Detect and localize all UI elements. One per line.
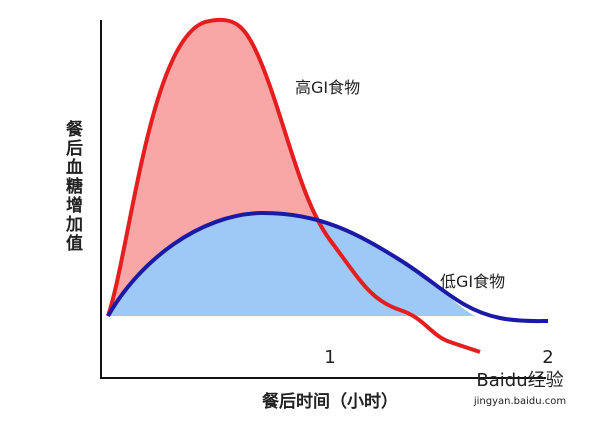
high-gi-curve bbox=[106, 17, 481, 354]
y-axis-label: 餐后血糖增加值 bbox=[62, 119, 84, 253]
curve-label: 高GI食物 bbox=[295, 78, 360, 97]
x-tick-label: 2 bbox=[542, 347, 553, 368]
curve-label: 低GI食物 bbox=[440, 272, 505, 291]
low-gi-area bbox=[108, 212, 475, 316]
x-axis-label: 餐后时间（小时） bbox=[262, 391, 398, 412]
x-tick-label: 1 bbox=[324, 347, 335, 368]
low-gi-curve bbox=[106, 210, 549, 324]
watermark-url: jingyan.baidu.com bbox=[473, 396, 566, 407]
watermark: Baidu经验 bbox=[476, 370, 563, 391]
